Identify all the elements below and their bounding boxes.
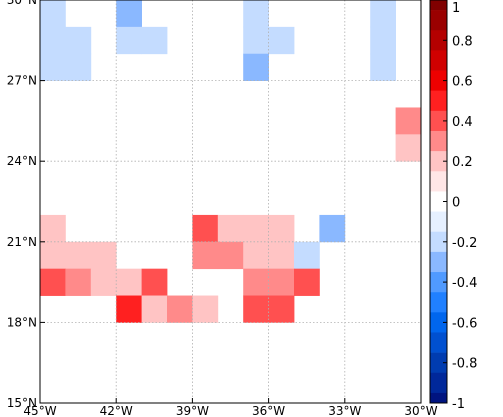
colorbar-segment — [430, 272, 447, 293]
heatmap-cell — [217, 214, 244, 243]
heatmap-cell — [65, 241, 92, 270]
colorbar-segment — [430, 0, 447, 11]
x-tick-label: 36°W — [252, 404, 285, 417]
colorbar-tick-label: 0 — [452, 196, 460, 211]
heatmap-cell — [40, 268, 66, 296]
y-tick-label: 18°N — [7, 315, 37, 329]
heatmap-cell — [40, 214, 66, 243]
heatmap-cell — [243, 53, 269, 81]
x-tick-label: 45°W — [23, 404, 56, 417]
colorbar-segment — [430, 130, 447, 152]
heatmap-cell — [141, 26, 168, 55]
heatmap-cell — [294, 268, 320, 296]
heatmap-cell — [192, 295, 219, 323]
colorbar-segment — [430, 251, 447, 273]
colorbar-segment — [430, 50, 447, 71]
colorbar-tick-label: -0.4 — [452, 276, 477, 291]
colorbar-segment — [430, 392, 447, 404]
colorbar-tick-label: 0.2 — [452, 155, 473, 170]
heatmap-cell — [90, 268, 117, 296]
heatmap-cell — [40, 0, 66, 28]
heatmap-cell — [243, 214, 269, 243]
heatmap-cell — [268, 295, 295, 323]
colorbar-segment — [430, 332, 447, 353]
y-tick-label: 21°N — [7, 235, 37, 249]
colorbar-segment — [430, 171, 447, 192]
x-tick-label: 39°W — [176, 404, 209, 417]
colorbar-tick-label: -0.6 — [452, 316, 477, 331]
heatmap-cell — [217, 241, 244, 270]
heatmap-cell — [65, 26, 92, 55]
colorbar-segment — [430, 292, 447, 313]
colorbar-segment — [430, 191, 447, 212]
heatmap-cell — [395, 134, 422, 162]
y-tick-label: 27°N — [7, 74, 37, 88]
x-tick-label: 42°W — [100, 404, 133, 417]
y-tick-label: 24°N — [7, 154, 37, 168]
heatmap-cell — [192, 214, 219, 243]
heatmap-cell — [370, 26, 396, 55]
colorbar-segment — [430, 110, 447, 132]
colorbar-tick-label: 0.8 — [452, 34, 473, 49]
heatmap-cell — [141, 268, 168, 296]
heatmap-cell — [192, 241, 219, 270]
heatmap-cell — [40, 26, 66, 55]
heatmap-cells — [40, 0, 422, 323]
colorbar-segment — [430, 90, 447, 112]
heatmap-cell — [294, 241, 320, 270]
heatmap-cell — [243, 0, 269, 28]
colorbar-segment — [430, 372, 447, 394]
x-tick-label: 30°W — [404, 404, 437, 417]
heatmap-cell — [370, 53, 396, 81]
x-tick-label: 33°W — [328, 404, 361, 417]
colorbar-segment — [430, 30, 447, 51]
heatmap-cell — [243, 268, 269, 296]
grid-lines — [40, 0, 421, 403]
colorbar-segment — [430, 10, 447, 31]
y-axis: 15°N 18°N 21°N 24°N 27°N 30°N — [7, 0, 45, 410]
heatmap-cell — [395, 107, 422, 135]
heatmap-cell — [370, 0, 396, 28]
colorbar-tick-label: 0.4 — [452, 115, 473, 130]
heatmap-cell — [116, 295, 142, 323]
heatmap-cell — [268, 241, 295, 270]
colorbar-tick-label: -0.8 — [452, 357, 477, 372]
colorbar-tick-label: -1 — [452, 397, 465, 412]
heatmap-cell — [116, 0, 142, 28]
colorbar: 1 0.8 0.6 0.4 0.2 0 -0.2 -0.4 -0.6 -0.8 -1 — [429, 0, 477, 412]
heatmap-cell — [116, 268, 142, 296]
heatmap-cell — [40, 53, 66, 81]
heatmap-cell — [167, 295, 193, 323]
heatmap-cell — [268, 26, 295, 55]
y-tick-label: 15°N — [7, 396, 37, 410]
plot-frame — [39, 0, 422, 404]
heatmap-cell — [40, 241, 66, 270]
colorbar-segment — [430, 70, 447, 91]
plot-area — [39, 0, 422, 404]
heatmap-cell — [268, 214, 295, 243]
colorbar-tick-label: 1 — [452, 1, 460, 16]
heatmap-cell — [141, 295, 168, 323]
heatmap-cell — [90, 241, 117, 270]
heatmap-cell — [65, 53, 92, 81]
heatmap-cell — [319, 214, 346, 243]
colorbar-segment — [430, 312, 447, 333]
heatmap-cell — [243, 26, 269, 55]
colorbar-segment — [430, 211, 447, 233]
heatmap-cell — [243, 241, 269, 270]
y-tick-label: 30°N — [7, 0, 37, 7]
heatmap-cell — [116, 26, 142, 55]
heatmap-cell — [268, 268, 295, 296]
colorbar-tick-label: -0.2 — [452, 236, 477, 251]
colorbar-segment — [430, 352, 447, 374]
colorbar-segment — [430, 151, 447, 172]
heatmap-cell — [65, 268, 92, 296]
heatmap-cell — [243, 295, 269, 323]
colorbar-segment — [430, 231, 447, 253]
colorbar-tick-label: 0.6 — [452, 75, 473, 90]
x-axis: 45°W 42°W 39°W 36°W 33°W 30°W — [23, 398, 438, 417]
plot-background — [40, 0, 421, 403]
